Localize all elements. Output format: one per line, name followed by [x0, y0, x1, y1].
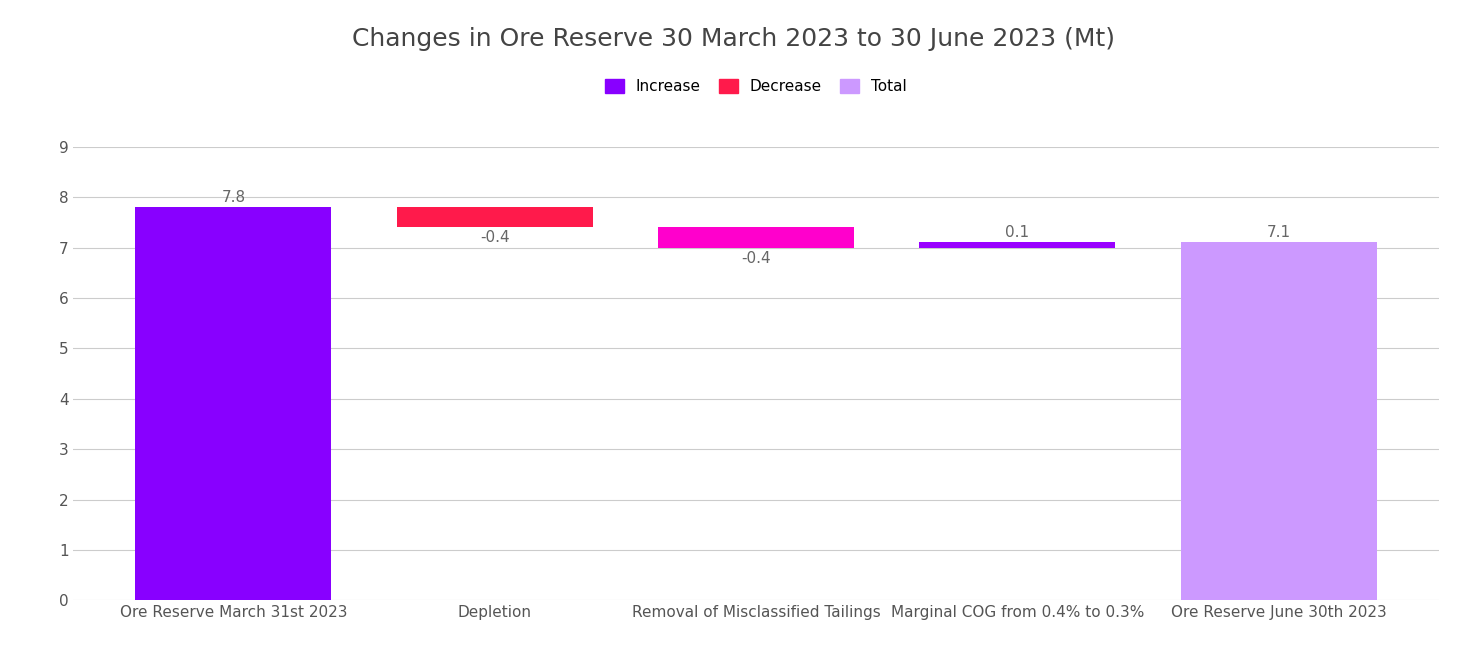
Bar	[1180, 243, 1377, 600]
Text: 7.8: 7.8	[222, 189, 245, 205]
Bar	[919, 243, 1116, 247]
Bar	[396, 207, 593, 227]
Bar	[658, 227, 854, 247]
Text: Changes in Ore Reserve 30 March 2023 to 30 June 2023 (Mt): Changes in Ore Reserve 30 March 2023 to …	[352, 27, 1116, 51]
Text: 7.1: 7.1	[1267, 225, 1290, 240]
Text: 0.1: 0.1	[1006, 225, 1029, 240]
Bar	[135, 207, 332, 600]
Text: -0.4: -0.4	[741, 251, 771, 265]
Text: -0.4: -0.4	[480, 230, 509, 245]
Legend: Increase, Decrease, Total: Increase, Decrease, Total	[599, 73, 913, 100]
